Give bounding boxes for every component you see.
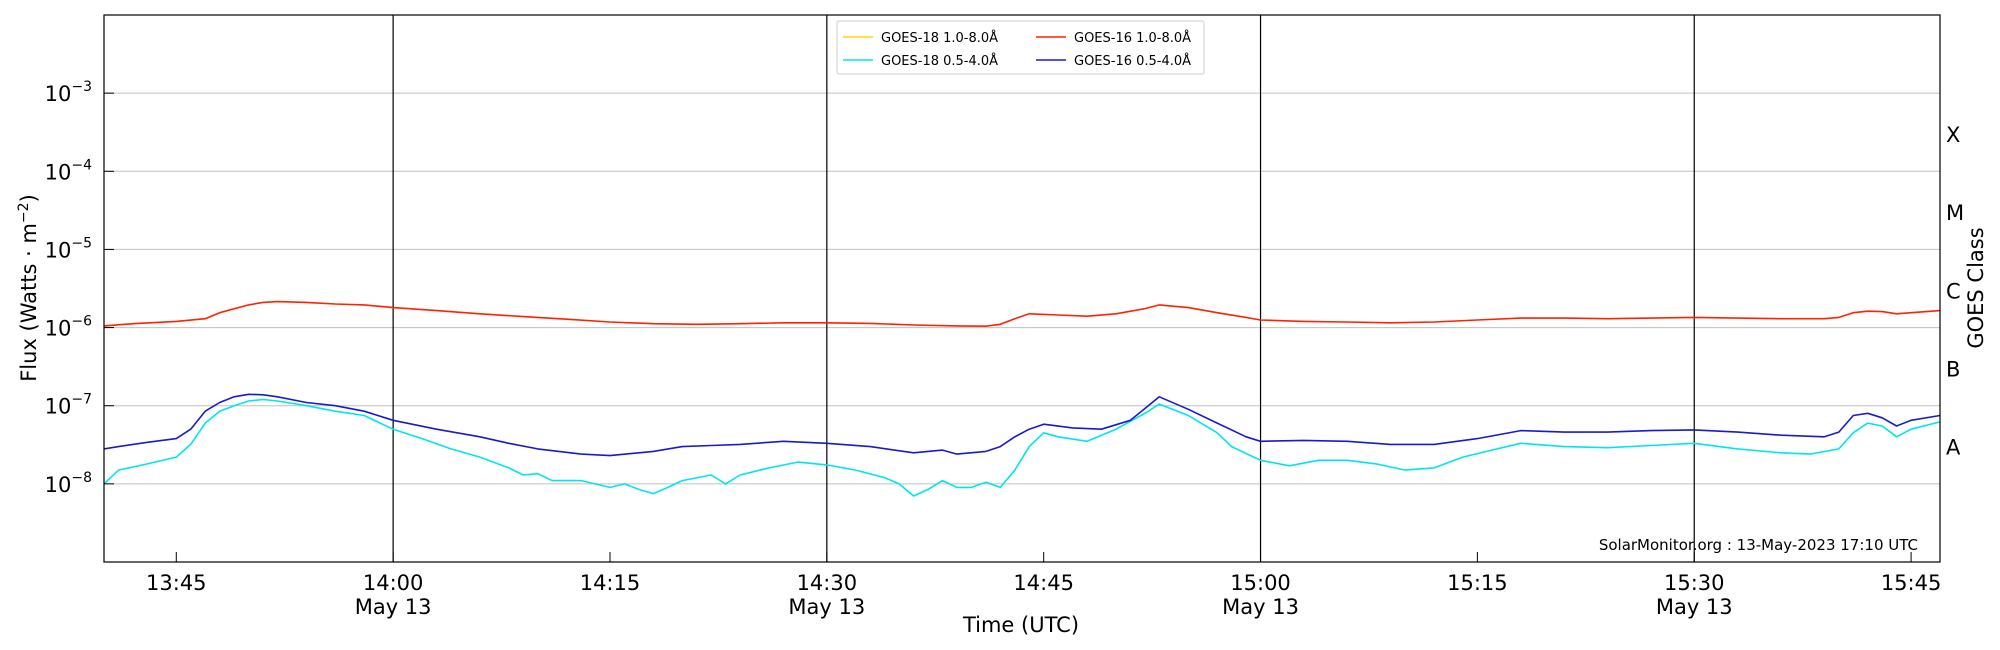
- legend-label-goes18-long: GOES-18 1.0-8.0Å: [881, 30, 998, 46]
- series-line: [103, 398, 1941, 497]
- goes-class-label: A: [1946, 436, 1961, 460]
- legend-label-goes16-long: GOES-16 1.0-8.0Å: [1074, 30, 1191, 46]
- legend-box: [836, 20, 1205, 75]
- x-tick-label: 15:00: [1230, 571, 1291, 595]
- x-tick-date-label: May 13: [355, 595, 432, 619]
- series-line: [103, 300, 1941, 328]
- x-tick-label: 15:15: [1447, 571, 1508, 595]
- x-tick-label: 14:00: [363, 571, 424, 595]
- y-tick-label: 10−7: [45, 392, 92, 419]
- x-tick-date-label: May 13: [788, 595, 865, 619]
- y-tick-label: 10−6: [45, 314, 92, 341]
- x-tick-label: 15:45: [1881, 571, 1942, 595]
- goes-class-labels: X M C B A: [1946, 123, 1964, 460]
- y-tick-label: 10−3: [45, 79, 92, 106]
- goes-class-label: X: [1946, 123, 1960, 147]
- goes-class-label: C: [1946, 279, 1961, 303]
- goes-class-label: B: [1946, 357, 1960, 381]
- legend-label-goes18-short: GOES-18 0.5-4.0Å: [881, 53, 998, 69]
- x-tick-label: 14:15: [580, 571, 641, 595]
- x-tick-date-label: May 13: [1656, 595, 1733, 619]
- y-tick-label: 10−8: [45, 470, 92, 497]
- x-tick-label: 14:45: [1013, 571, 1074, 595]
- goes-class-axis-label: GOES Class: [1964, 227, 1988, 348]
- credit-text: SolarMonitor.org : 13-May-2023 17:10 UTC: [1599, 536, 1918, 554]
- x-tick-label: 13:45: [146, 571, 207, 595]
- x-tick-date-label: May 13: [1222, 595, 1299, 619]
- y-tick-label: 10−4: [45, 157, 92, 184]
- y-tick-label: 10−5: [45, 235, 92, 262]
- y-axis-ticks: 10−3 10−4 10−5 10−6 10−7 10−8: [45, 79, 114, 497]
- y-axis-label: Flux (Watts · m−2): [16, 194, 41, 382]
- series-lines: [103, 300, 1941, 497]
- goes-class-label: M: [1946, 201, 1964, 225]
- legend: GOES-18 1.0-8.0Å GOES-16 1.0-8.0Å GOES-1…: [836, 20, 1205, 75]
- series-line: [103, 393, 1941, 457]
- x-tick-label: 14:30: [797, 571, 858, 595]
- x-tick-label: 15:30: [1664, 571, 1725, 595]
- legend-label-goes16-short: GOES-16 0.5-4.0Å: [1074, 53, 1191, 69]
- x-axis-label: Time (UTC): [962, 613, 1079, 637]
- grid-lines: [104, 92, 1940, 485]
- day-marker-lines: [392, 15, 1695, 562]
- plot-frame: [103, 14, 1941, 563]
